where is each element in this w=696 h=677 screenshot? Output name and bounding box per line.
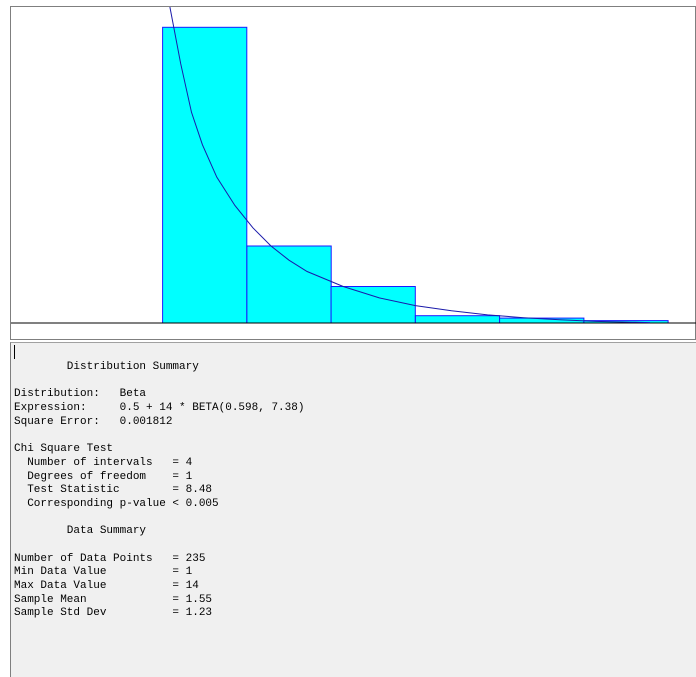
report-line: Distribution: Beta xyxy=(14,388,147,401)
distribution-report-pane[interactable]: Distribution Summary Distribution: Beta Ex… xyxy=(10,342,696,677)
report-line: Max Data Value = 14 xyxy=(14,580,199,592)
histogram-bar xyxy=(246,245,332,324)
report-text: Distribution Summary Distribution: Beta Ex… xyxy=(14,361,304,621)
report-line xyxy=(14,539,304,553)
report-line: Expression: 0.5 + 14 * BETA(0.598, 7.38) xyxy=(14,402,305,415)
report-line: Sample Std Dev = 1.23 xyxy=(14,607,213,620)
report-line xyxy=(14,429,304,443)
report-line: Corresponding p-value < 0.005 xyxy=(14,497,219,510)
histogram-bar xyxy=(330,286,416,324)
histogram-bar xyxy=(162,26,248,324)
report-line: Test Statistic = 8.48 xyxy=(14,484,213,497)
report-line: Sample Mean = 1.55 xyxy=(14,593,213,606)
report-line: Degrees of freedom = 1 xyxy=(14,470,193,483)
report-line: Data Summary xyxy=(14,525,147,538)
histogram-bar xyxy=(414,315,501,324)
histogram-chart xyxy=(11,7,696,324)
report-line: Min Data Value = 1 xyxy=(14,566,193,579)
report-line xyxy=(14,375,304,389)
report-line: Chi Square Test xyxy=(14,443,114,456)
report-line: Square Error: 0.001812 xyxy=(14,415,173,428)
report-line: Number of Data Points = 235 xyxy=(14,552,206,565)
text-caret xyxy=(14,345,15,359)
report-line: Number of intervals = 4 xyxy=(14,456,193,469)
report-line xyxy=(14,512,304,526)
fitted-beta-curve xyxy=(169,7,651,324)
report-line: Distribution Summary xyxy=(14,361,199,373)
histogram-plot-pane xyxy=(10,6,696,340)
